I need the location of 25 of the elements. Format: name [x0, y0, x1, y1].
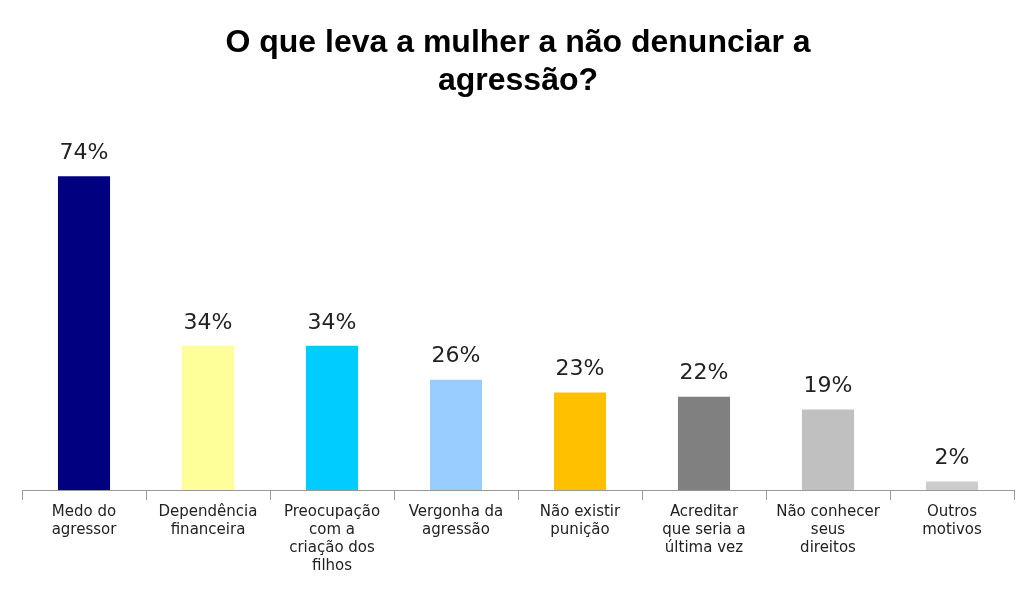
bar	[677, 396, 731, 490]
chart-title: O que leva a mulher a não denunciar a agressão?	[225, 23, 811, 98]
data-label: 34%	[183, 308, 233, 334]
x-tick-label: Não conhecer seus direitos	[776, 501, 881, 556]
data-label: 74%	[59, 138, 109, 164]
bar	[801, 409, 855, 490]
bar	[305, 345, 359, 490]
x-tick-label: Não existir punição	[539, 501, 622, 538]
data-label: 23%	[555, 355, 605, 381]
data-label: 26%	[431, 342, 481, 368]
x-tick-label: Medo do agressor	[51, 501, 118, 538]
data-label: 2%	[934, 444, 970, 470]
x-tick-label: Outros motivos	[922, 501, 983, 538]
data-label: 19%	[803, 372, 853, 398]
data-label: 34%	[307, 308, 357, 334]
bar	[429, 379, 483, 490]
x-tick-label: Vergonha da agressão	[408, 501, 504, 538]
x-tick-label: Dependência financeira	[158, 501, 258, 538]
bar	[925, 481, 979, 490]
x-tick-label: Preocupação com a criação dos filhos	[283, 501, 381, 574]
bar	[553, 392, 607, 490]
x-tick-label: Acreditar que seria a última vez	[662, 501, 746, 556]
data-label: 22%	[679, 359, 729, 385]
bar	[181, 345, 235, 490]
bar	[57, 176, 111, 490]
